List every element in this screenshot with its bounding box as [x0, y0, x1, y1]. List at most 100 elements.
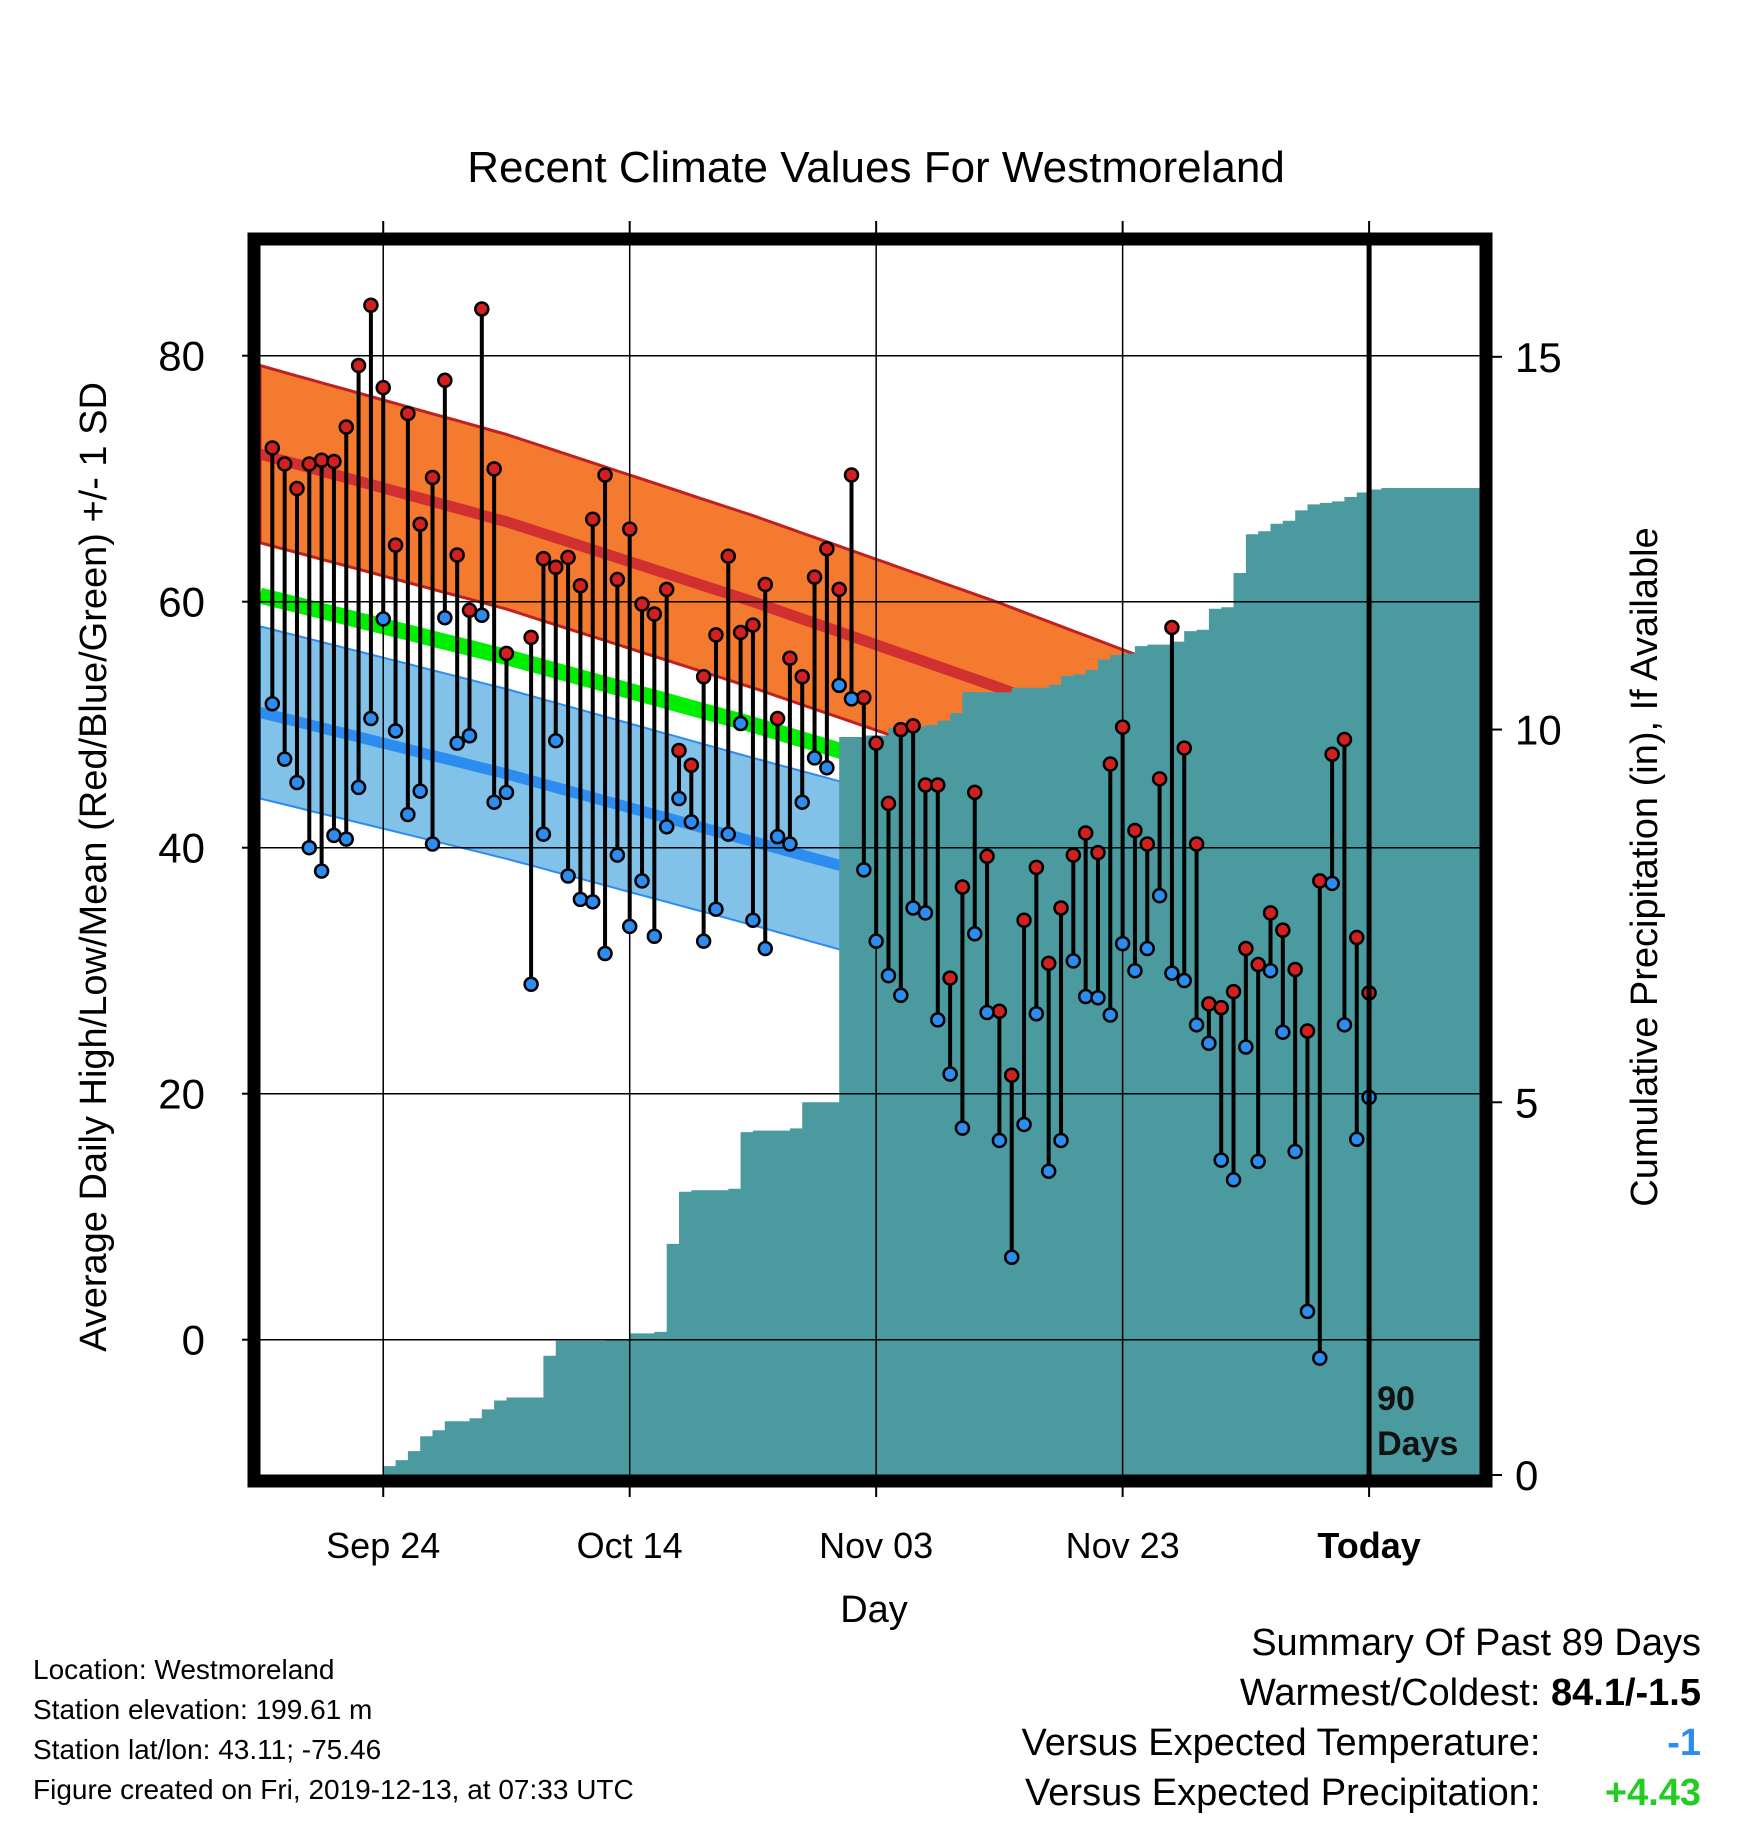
- daily-high-point: [708, 627, 724, 643]
- precip-area: [260, 488, 1480, 1475]
- daily-low-point: [387, 723, 404, 739]
- temp-label: Versus Expected Temperature:: [1021, 1722, 1541, 1764]
- daily-low-point: [474, 607, 490, 623]
- daily-high-point: [1324, 746, 1340, 762]
- daily-high-point: [1250, 956, 1266, 973]
- summary-warmest-row: Warmest/Coldest: 84.1/-1.5: [1022, 1668, 1701, 1718]
- daily-high-point: [597, 467, 613, 483]
- daily-high-point: [1287, 961, 1303, 978]
- daily-high-point: [1003, 1067, 1020, 1083]
- daily-low-point: [350, 779, 367, 796]
- daily-low-point: [523, 976, 539, 992]
- daily-high-point: [880, 795, 897, 812]
- daily-high-point: [1127, 822, 1143, 839]
- daily-high-point: [732, 624, 749, 641]
- daily-high-point: [646, 606, 663, 622]
- y2-axis-label: Cumulative Precipitation (in), If Availa…: [1624, 527, 1666, 1206]
- daily-high-point: [548, 559, 564, 576]
- daily-high-point: [375, 379, 391, 396]
- y-axis-label: Average Daily High/Low/Mean (Red/Blue/Gr…: [73, 382, 115, 1352]
- x-tick-label: Today: [1317, 1525, 1420, 1566]
- daily-high-point: [523, 629, 539, 646]
- y2-tick-label: 0: [1515, 1452, 1538, 1499]
- latlon-text: Station lat/lon: 43.11; -75.46: [33, 1734, 382, 1765]
- daily-high-point: [720, 548, 737, 564]
- daily-high-point: [1040, 955, 1057, 972]
- daily-high-point: [1349, 929, 1365, 946]
- daily-high-point: [1213, 999, 1229, 1016]
- daily-low-point: [1299, 1303, 1316, 1320]
- daily-high-point: [757, 576, 774, 593]
- daily-low-point: [806, 750, 823, 766]
- daily-low-point: [1287, 1143, 1303, 1160]
- daily-low-point: [658, 819, 675, 835]
- daily-low-point: [424, 836, 441, 852]
- daily-low-point: [375, 611, 391, 627]
- daily-low-point: [1188, 1017, 1205, 1033]
- station-info: Location: Westmoreland Station elevation…: [33, 1650, 634, 1810]
- daily-low-point: [1324, 875, 1340, 892]
- daily-low-point: [634, 873, 650, 889]
- temp-value: -1: [1667, 1722, 1701, 1764]
- plot-layers: 90 Days: [260, 245, 1480, 1475]
- today-label-number: 90: [1377, 1380, 1415, 1418]
- daily-low-point: [1176, 972, 1192, 989]
- daily-low-point: [708, 901, 724, 917]
- daily-high-point: [695, 668, 712, 685]
- daily-low-point: [548, 732, 564, 749]
- daily-low-point: [905, 900, 921, 916]
- daily-high-point: [264, 440, 281, 456]
- daily-low-point: [1114, 935, 1131, 952]
- daily-low-point: [1225, 1172, 1242, 1188]
- precip-label: Versus Expected Precipitation:: [1025, 1772, 1541, 1814]
- daily-low-point: [597, 945, 613, 962]
- daily-low-point: [264, 696, 281, 712]
- daily-low-point: [1016, 1116, 1032, 1133]
- daily-low-point: [831, 677, 847, 694]
- daily-low-point: [1336, 1017, 1353, 1033]
- daily-high-point: [276, 456, 293, 472]
- daily-low-point: [1312, 1350, 1328, 1366]
- daily-low-point: [1127, 962, 1143, 979]
- daily-high-point: [683, 757, 700, 774]
- daily-low-point: [572, 891, 589, 908]
- daily-low-point: [449, 735, 465, 751]
- daily-low-point: [1065, 953, 1082, 969]
- y2-tick-label: 15: [1515, 334, 1562, 381]
- daily-high-point: [1028, 859, 1045, 876]
- daily-high-point: [289, 480, 305, 497]
- daily-high-point: [338, 419, 355, 435]
- daily-low-point: [1151, 887, 1168, 904]
- daily-high-point: [1312, 873, 1328, 889]
- y-tick-label: 80: [158, 333, 205, 380]
- y-tick-label: 0: [182, 1317, 205, 1364]
- daily-low-point: [313, 863, 330, 879]
- daily-low-point: [671, 790, 687, 807]
- daily-high-point: [831, 581, 847, 598]
- daily-low-point: [954, 1120, 971, 1136]
- axes: 0 20 40 60 80 0 5 10 15 Sep 24 Oct 14 Nov 03 Nov 23 T…: [158, 221, 1562, 1566]
- daily-low-point: [757, 940, 774, 957]
- daily-low-point: [782, 836, 798, 852]
- daily-high-point: [1299, 1023, 1316, 1039]
- daily-high-point: [301, 456, 318, 472]
- daily-low-point: [819, 760, 835, 776]
- y-tick-label: 20: [158, 1071, 205, 1118]
- plot-area: 90 Days: [260, 245, 1480, 1475]
- chart-title: Recent Climate Values For Westmoreland: [467, 143, 1285, 192]
- daily-high-point: [461, 602, 478, 619]
- daily-low-point: [1201, 1035, 1217, 1052]
- daily-low-point: [991, 1132, 1008, 1149]
- y-tick-label: 60: [158, 579, 205, 626]
- y2-tick-label: 10: [1515, 707, 1562, 754]
- daily-low-point: [486, 794, 502, 810]
- daily-high-point: [474, 301, 490, 317]
- daily-low-point: [301, 839, 318, 856]
- daily-high-point: [1065, 847, 1082, 863]
- daily-high-point: [856, 689, 872, 706]
- daily-low-point: [646, 928, 663, 945]
- daily-high-point: [1053, 900, 1069, 916]
- daily-high-point: [1077, 825, 1094, 841]
- daily-low-point: [1275, 1024, 1291, 1040]
